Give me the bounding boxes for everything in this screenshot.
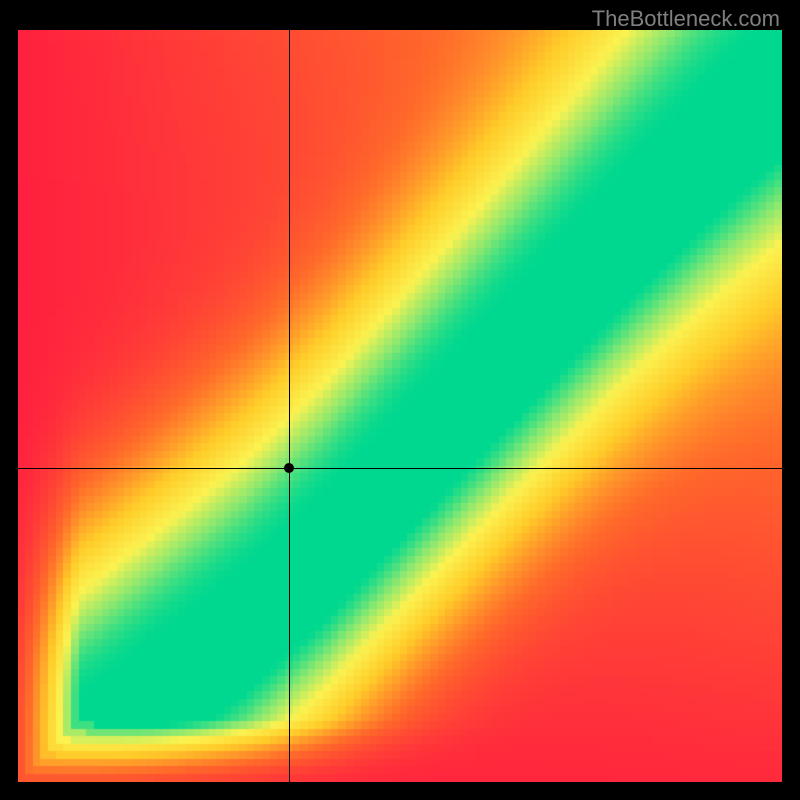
heatmap-chart bbox=[18, 30, 782, 782]
heatmap-canvas bbox=[18, 30, 782, 782]
crosshair-marker-dot bbox=[284, 463, 294, 473]
crosshair-vertical-line bbox=[289, 30, 290, 782]
crosshair-horizontal-line bbox=[18, 468, 782, 469]
chart-container: TheBottleneck.com bbox=[0, 0, 800, 800]
watermark-text: TheBottleneck.com bbox=[592, 6, 780, 32]
